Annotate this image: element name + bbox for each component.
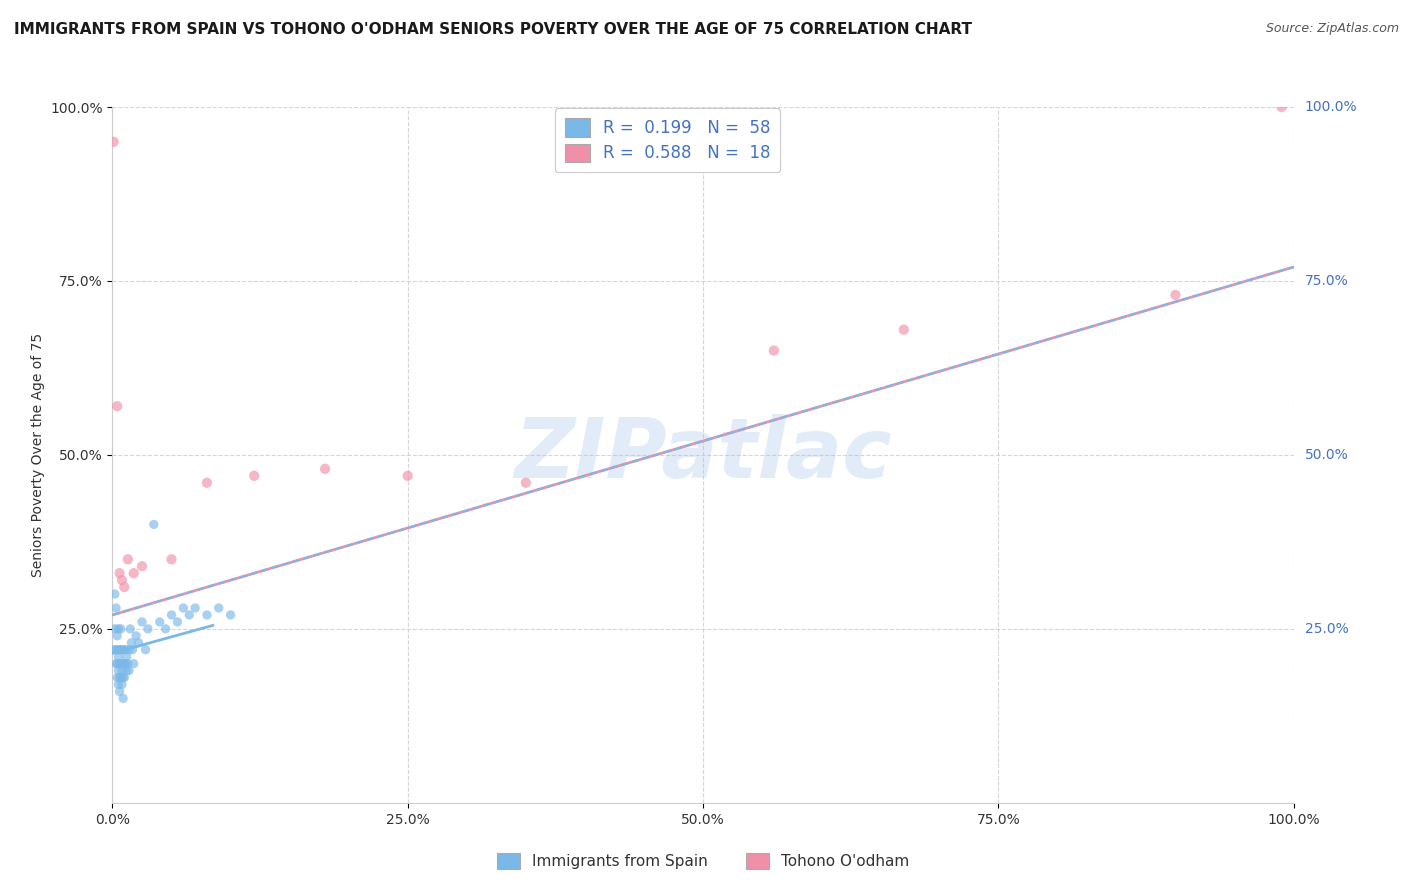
Point xyxy=(131,615,153,629)
Y-axis label: Seniors Poverty Over the Age of 75: Seniors Poverty Over the Age of 75 xyxy=(31,333,45,577)
Text: 50.0%: 50.0% xyxy=(1305,448,1348,462)
Point xyxy=(108,566,131,581)
Point xyxy=(118,664,141,678)
Text: IMMIGRANTS FROM SPAIN VS TOHONO O'ODHAM SENIORS POVERTY OVER THE AGE OF 75 CORRE: IMMIGRANTS FROM SPAIN VS TOHONO O'ODHAM … xyxy=(14,22,972,37)
Point xyxy=(184,601,207,615)
Point xyxy=(762,343,785,358)
Point xyxy=(179,607,201,622)
Point xyxy=(108,642,131,657)
Point xyxy=(108,657,131,671)
Point xyxy=(117,552,139,566)
Point xyxy=(131,559,153,574)
Point xyxy=(125,629,148,643)
Point xyxy=(108,671,131,685)
Point xyxy=(122,566,145,581)
Point xyxy=(115,649,138,664)
Point xyxy=(112,671,135,685)
Legend: R =  0.199   N =  58, R =  0.588   N =  18: R = 0.199 N = 58, R = 0.588 N = 18 xyxy=(554,109,780,172)
Point xyxy=(114,657,136,671)
Point xyxy=(112,642,135,657)
Point xyxy=(160,552,183,566)
Point xyxy=(155,622,177,636)
Point xyxy=(105,671,128,685)
Point xyxy=(136,622,159,636)
Point xyxy=(107,622,129,636)
Point xyxy=(103,642,125,657)
Point xyxy=(104,622,127,636)
Point xyxy=(243,468,266,483)
Point xyxy=(142,517,165,532)
Point xyxy=(107,664,129,678)
Legend: Immigrants from Spain, Tohono O'odham: Immigrants from Spain, Tohono O'odham xyxy=(491,847,915,875)
Point xyxy=(195,607,218,622)
Point xyxy=(160,607,183,622)
Text: 75.0%: 75.0% xyxy=(1305,274,1348,288)
Point xyxy=(105,642,128,657)
Point xyxy=(110,622,132,636)
Point xyxy=(105,399,128,413)
Point xyxy=(112,691,135,706)
Point xyxy=(105,629,128,643)
Point xyxy=(112,671,135,685)
Point xyxy=(107,677,129,691)
Point xyxy=(1271,100,1294,114)
Point xyxy=(120,622,142,636)
Point xyxy=(110,671,132,685)
Point xyxy=(105,601,128,615)
Point xyxy=(396,468,419,483)
Point xyxy=(893,323,915,337)
Point xyxy=(515,475,537,490)
Point xyxy=(111,642,134,657)
Point xyxy=(120,636,142,650)
Point xyxy=(107,649,129,664)
Point xyxy=(111,677,134,691)
Text: 25.0%: 25.0% xyxy=(1305,622,1348,636)
Point xyxy=(149,615,172,629)
Point xyxy=(122,657,145,671)
Point xyxy=(118,642,141,657)
Point xyxy=(105,642,128,657)
Point xyxy=(172,601,194,615)
Point xyxy=(219,607,242,622)
Point xyxy=(314,462,336,476)
Point xyxy=(112,580,135,594)
Point xyxy=(105,657,128,671)
Point xyxy=(166,615,188,629)
Point xyxy=(121,642,143,657)
Point xyxy=(112,657,135,671)
Point xyxy=(110,657,132,671)
Point xyxy=(1164,288,1187,302)
Point xyxy=(114,642,136,657)
Text: ZIPatlас: ZIPatlас xyxy=(515,415,891,495)
Point xyxy=(127,636,149,650)
Point xyxy=(104,587,127,601)
Point xyxy=(115,664,138,678)
Point xyxy=(112,657,135,671)
Point xyxy=(111,664,134,678)
Text: Source: ZipAtlas.com: Source: ZipAtlas.com xyxy=(1265,22,1399,36)
Point xyxy=(108,684,131,698)
Point xyxy=(195,475,218,490)
Point xyxy=(135,642,157,657)
Point xyxy=(208,601,231,615)
Text: 100.0%: 100.0% xyxy=(1305,100,1357,114)
Point xyxy=(110,642,132,657)
Point xyxy=(103,135,125,149)
Point xyxy=(117,657,139,671)
Point xyxy=(105,657,128,671)
Point xyxy=(111,573,134,587)
